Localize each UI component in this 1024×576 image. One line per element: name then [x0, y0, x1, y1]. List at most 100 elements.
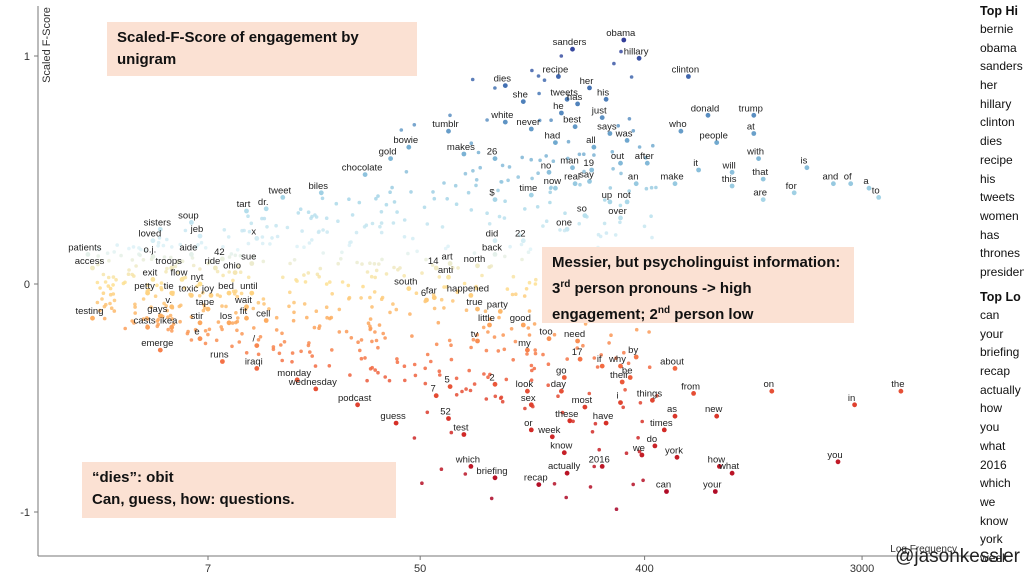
background-dot [315, 272, 320, 277]
background-dot [511, 274, 516, 279]
background-dot [324, 216, 329, 220]
data-point-label: just [591, 106, 607, 117]
data-point-label: what [718, 461, 739, 472]
background-dot [527, 309, 532, 313]
background-dot [159, 287, 164, 292]
background-dot [575, 346, 579, 350]
background-dot [548, 190, 552, 195]
data-point-label: 52 [440, 407, 451, 418]
background-dot [541, 352, 545, 357]
data-point [835, 459, 841, 465]
background-dot [578, 182, 582, 187]
background-dot [227, 270, 231, 274]
data-point [189, 252, 194, 257]
background-dot [486, 375, 490, 380]
background-dot [454, 202, 459, 206]
top-high-word: obama [980, 40, 1017, 55]
top-low-word: actually [980, 382, 1021, 397]
background-dot [488, 372, 492, 377]
background-dot [443, 246, 448, 251]
background-dot [463, 171, 468, 176]
background-dot [165, 266, 169, 271]
background-dot [201, 308, 206, 313]
background-dot [507, 165, 512, 169]
background-dot [360, 262, 364, 266]
background-dot [302, 302, 307, 306]
background-dot [380, 257, 384, 262]
background-dot [582, 169, 586, 174]
background-dot [327, 364, 332, 368]
background-dot [588, 485, 593, 489]
background-dot [354, 230, 359, 235]
data-point [254, 343, 260, 348]
data-point-label: nyt [191, 272, 204, 283]
background-dot [548, 200, 552, 205]
background-dot [618, 203, 623, 208]
background-dot [164, 270, 168, 274]
background-dot [195, 284, 199, 289]
data-point-label: patients [68, 242, 102, 253]
data-point [575, 101, 580, 107]
data-point [475, 338, 480, 344]
background-dot [347, 197, 351, 201]
background-dot [206, 332, 210, 337]
background-dot [644, 186, 649, 191]
data-point-label: is [800, 156, 807, 167]
data-point [751, 112, 757, 118]
data-point-label: out [611, 151, 625, 162]
background-dot [366, 321, 371, 326]
background-dot [179, 303, 183, 308]
background-dot [395, 360, 400, 365]
data-point-label: be [622, 366, 633, 377]
background-dot [216, 320, 221, 324]
data-point-label: at [747, 122, 755, 133]
data-point-label: sanders [553, 37, 587, 48]
background-dot [126, 272, 131, 277]
data-point [756, 156, 761, 162]
data-point-label: who [668, 119, 686, 130]
background-dot [516, 175, 520, 179]
data-point-label: casts [134, 315, 156, 326]
background-dot [442, 306, 446, 310]
background-dot [456, 266, 460, 270]
background-dot [203, 329, 208, 333]
background-dot [337, 307, 342, 312]
background-dot [571, 419, 575, 424]
background-dot [592, 153, 596, 157]
data-point [650, 397, 655, 403]
data-point [249, 290, 255, 296]
background-dot [392, 200, 397, 204]
background-dot [290, 360, 294, 364]
background-dot [520, 257, 524, 262]
background-dot [485, 118, 489, 122]
background-dot [592, 464, 596, 469]
data-point-label: for [786, 181, 797, 192]
background-dot [432, 196, 437, 201]
background-dot [112, 250, 116, 254]
background-dot [533, 351, 538, 356]
background-dot [376, 345, 380, 350]
background-dot [141, 258, 146, 262]
background-dot [170, 245, 174, 249]
background-dot [474, 284, 478, 289]
data-point-label: had [544, 131, 560, 142]
background-dot [368, 324, 372, 329]
background-dot [317, 326, 321, 331]
data-point [220, 256, 225, 262]
background-dot [603, 198, 607, 202]
background-dot [111, 283, 115, 287]
background-dot [230, 321, 235, 325]
background-dot [178, 319, 182, 324]
data-point [848, 181, 854, 187]
background-dot [274, 328, 279, 332]
data-point [674, 454, 680, 460]
background-dot [590, 430, 595, 434]
background-dot [348, 373, 352, 377]
data-point-label: bowie [393, 135, 418, 146]
background-dot [298, 207, 303, 211]
background-dot [422, 205, 427, 210]
data-point-label: go [556, 366, 567, 377]
background-dot [484, 348, 489, 353]
background-dot [497, 214, 502, 219]
